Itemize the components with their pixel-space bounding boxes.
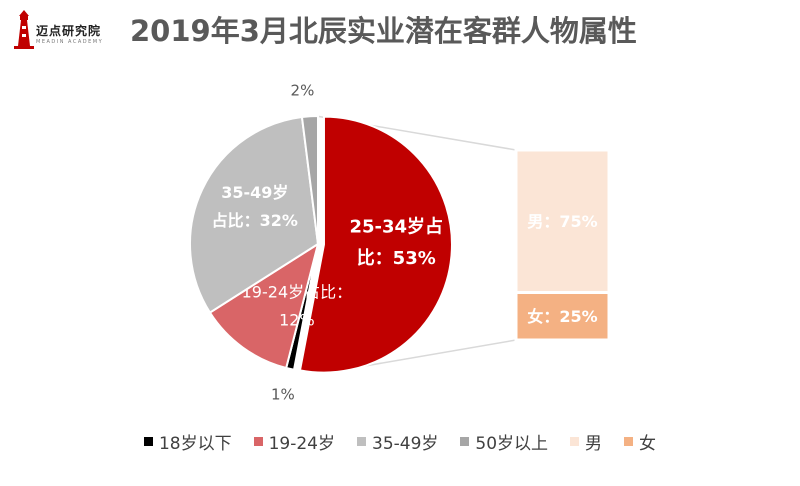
legend-label-over50: 50岁以上: [475, 433, 549, 454]
slice-label-age35_49-0: 35-49岁: [221, 183, 288, 202]
legend-item-age19_24: 19-24岁: [253, 429, 335, 454]
legend-label-age19_24: 19-24岁: [268, 433, 335, 454]
legend-swatch-age19_24: [253, 436, 263, 446]
slice-label-age19_24-0: 19-24岁占比：: [242, 282, 353, 301]
slice-label-age19_24-1: 12%: [279, 310, 315, 329]
legend-swatch-over50: [460, 436, 470, 446]
legend: 18岁以下 19-24岁 35-49岁 50岁以上 男 女: [0, 426, 800, 456]
legend-label-under18: 18岁以下: [158, 433, 232, 454]
slice-label-age25_34-1: 比：53%: [357, 248, 436, 269]
breakdown-segment-female: [514, 291, 611, 342]
legend-swatch-female: [624, 436, 634, 446]
pie-slice-over50: [300, 114, 319, 245]
legend-label-female: 女: [639, 433, 657, 454]
legend-item-female: 女: [624, 429, 656, 454]
slice-label-under18-0: 1%: [271, 385, 295, 403]
legend-swatch-male: [570, 436, 580, 446]
breakdown-label-male: 男：75%: [527, 212, 597, 231]
slice-label-age35_49-1: 占比：32%: [212, 211, 298, 230]
pie-slice-age19_24: [208, 241, 320, 370]
breakdown-label-female: 女：25%: [527, 307, 597, 326]
logo-subtext: MEADIN ACADEMY: [36, 39, 104, 45]
pie-slice-age35_49: [189, 115, 320, 314]
legend-label-male: 男: [585, 433, 603, 454]
slice-label-age25_34-0: 25-34岁占: [349, 216, 443, 238]
logo: 迈点研究院 MEADIN ACADEMY: [12, 8, 132, 52]
legend-item-under18: 18岁以下: [143, 429, 232, 454]
legend-item-male: 男: [570, 429, 602, 454]
logo-text: 迈点研究院: [36, 24, 102, 38]
legend-item-age35_49: 35-49岁: [357, 429, 438, 454]
pie-slice-age25_34: [298, 115, 453, 374]
legend-swatch-age35_49: [357, 436, 366, 446]
chart-title: 2019年3月北辰实业潜在客群人物属性: [130, 14, 637, 48]
legend-swatch-under18: [143, 436, 153, 446]
legend-label-age35_49: 35-49岁: [372, 433, 439, 454]
lighthouse-icon: [14, 10, 34, 49]
legend-item-over50: 50岁以上: [460, 429, 548, 454]
slice-label-over50-0: 2%: [291, 81, 315, 99]
